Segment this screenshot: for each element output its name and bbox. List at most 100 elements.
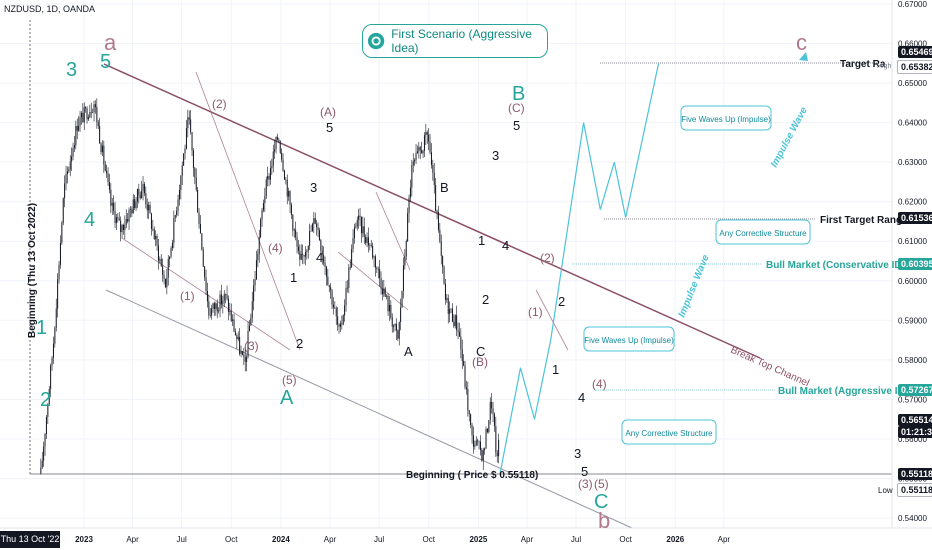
- candle-body: [213, 303, 215, 309]
- candle-body: [365, 236, 367, 243]
- candle-body: [283, 170, 285, 180]
- candle-body: [439, 229, 441, 242]
- candle-body: [169, 256, 171, 259]
- candle-body: [493, 414, 495, 427]
- wave-label-black-B: B: [440, 180, 449, 195]
- candle-body: [327, 276, 329, 286]
- candle-body: [170, 248, 172, 257]
- wave-label-black-1a: 1: [290, 270, 297, 285]
- candle-body: [405, 241, 407, 257]
- wave-label-p2-second: (2): [540, 251, 555, 265]
- candle-body: [150, 213, 152, 229]
- wave-label-pB: (B): [472, 355, 488, 369]
- candle-body: [128, 209, 130, 222]
- candle-body: [57, 279, 59, 309]
- candle-body: [274, 149, 276, 152]
- break-top-channel-label: Break Top Channel: [729, 345, 811, 390]
- wave-label-black-A: A: [404, 344, 413, 359]
- candle-body: [330, 286, 332, 291]
- candle-body: [54, 327, 56, 344]
- candle-body: [92, 112, 94, 113]
- wave-label-teal-A: A: [280, 387, 294, 409]
- candle-body: [447, 298, 449, 314]
- candle-body: [276, 136, 278, 140]
- date-tag: Thu 13 Oct '22: [0, 531, 60, 548]
- candle-body: [422, 150, 424, 154]
- candle-body: [66, 171, 68, 174]
- candle-body: [491, 401, 493, 409]
- candle-body: [311, 223, 313, 232]
- candle-body: [212, 303, 214, 309]
- candle-body: [234, 331, 236, 336]
- candle-body: [190, 119, 192, 133]
- eye-icon: [367, 32, 385, 50]
- candle-body: [359, 215, 361, 217]
- candle-body: [309, 231, 311, 246]
- candle-body: [279, 141, 281, 153]
- bull-conservative-label: Bull Market (Conservative IDEA): [766, 260, 919, 271]
- candle-body: [488, 420, 490, 433]
- candle-body: [414, 159, 416, 162]
- candle-body: [463, 361, 465, 366]
- candle-body: [191, 132, 193, 151]
- wave-label-teal-4: 4: [84, 209, 95, 231]
- candle-body: [145, 193, 147, 205]
- candle-body: [355, 226, 357, 228]
- y-tick-label: 0.57000: [898, 395, 927, 404]
- candle-body: [278, 139, 280, 142]
- candle-body: [103, 145, 105, 165]
- candle-body: [40, 467, 42, 474]
- candle-body: [320, 240, 322, 251]
- beginning-price-tag: 0.55118: [898, 468, 932, 480]
- wave-label-black-3c: 3: [574, 446, 581, 461]
- candle-body: [255, 260, 257, 280]
- candle-body: [124, 224, 126, 230]
- candle-body: [348, 267, 350, 288]
- candle-body: [386, 295, 388, 297]
- candle-body: [206, 291, 208, 302]
- candle-body: [177, 199, 179, 211]
- candle-body: [110, 189, 112, 206]
- wave-label-b: b: [598, 508, 610, 533]
- wave-label-p4-first: (4): [268, 241, 283, 255]
- candle-body: [163, 274, 165, 279]
- wave-label-black-C: C: [476, 344, 485, 359]
- candle-body: [451, 308, 453, 322]
- y-tick-label: 0.66000: [898, 40, 927, 49]
- candle-body: [257, 253, 259, 261]
- y-tick-label: 0.60000: [898, 277, 927, 286]
- candle-body: [82, 112, 84, 123]
- candle-body: [254, 279, 256, 286]
- candle-body: [290, 204, 292, 215]
- corrective-box-lower: Any Corrective Structure: [625, 429, 713, 438]
- candle-body: [304, 252, 306, 257]
- candle-body: [139, 195, 141, 198]
- candle-body: [100, 143, 102, 153]
- wave-label-p3-first: (3): [244, 339, 259, 353]
- candle-body: [164, 278, 166, 288]
- candle-body: [209, 315, 211, 316]
- candle-body: [236, 335, 238, 340]
- candle-body: [428, 134, 430, 142]
- candle-body: [484, 448, 486, 451]
- candle-body: [337, 316, 339, 325]
- candle-body: [204, 266, 206, 278]
- candle-body: [115, 217, 117, 224]
- scenario-button[interactable]: First Scenario (Aggressive Idea): [362, 24, 548, 58]
- candle-body: [481, 450, 483, 461]
- candle-body: [295, 229, 297, 238]
- candle-body: [339, 323, 341, 327]
- y-tick-label: 0.58000: [898, 356, 927, 365]
- candle-body: [72, 147, 74, 157]
- candle-body: [430, 152, 432, 165]
- candle-body: [293, 229, 295, 231]
- candle-body: [233, 319, 235, 332]
- candle-body: [75, 125, 77, 146]
- five-waves-box-lower: Five Waves Up (Impulse): [584, 336, 674, 345]
- bull-aggressive-label: Bull Market (Aggressive Idea): [778, 386, 918, 397]
- wave-label-black-5c: 5: [581, 464, 588, 479]
- candle-body: [97, 122, 99, 126]
- candle-body: [162, 266, 164, 275]
- candle-body: [461, 349, 463, 362]
